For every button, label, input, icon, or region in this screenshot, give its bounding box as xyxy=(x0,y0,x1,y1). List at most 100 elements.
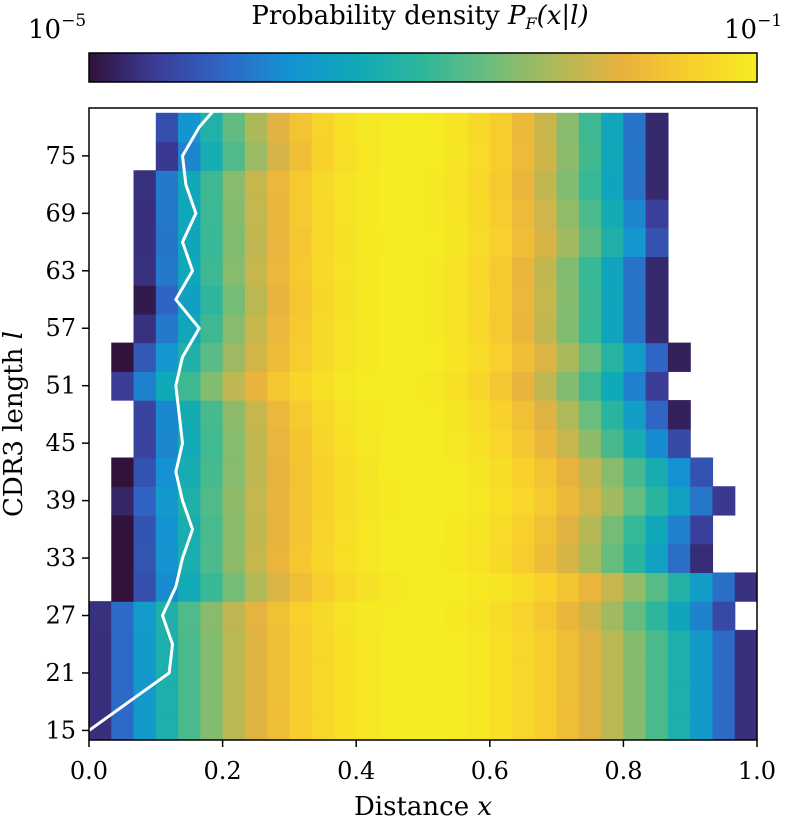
heatmap-cell xyxy=(556,285,580,315)
heatmap-cell xyxy=(311,112,335,143)
heatmap-cell xyxy=(690,457,714,487)
heatmap-cell xyxy=(400,313,424,344)
heatmap-cell xyxy=(556,400,580,430)
heatmap-cell xyxy=(311,400,335,430)
heatmap-cell xyxy=(200,716,224,740)
colorbar-min-base: 10 xyxy=(28,15,61,45)
heatmap-cell xyxy=(400,285,424,315)
heatmap-cell xyxy=(356,543,380,574)
y-axis-ticks: 15 21 27 33 39 45 51 57 63 69 75 xyxy=(45,142,89,744)
heatmap-cell xyxy=(178,428,201,459)
heatmap-cell xyxy=(712,486,736,516)
heatmap-cell xyxy=(333,687,357,717)
heatmap-cell xyxy=(556,514,580,545)
heatmap-cell xyxy=(467,256,491,286)
heatmap-cell xyxy=(155,313,179,344)
heatmap-cell xyxy=(645,112,669,143)
heatmap-cell xyxy=(222,457,246,487)
heatmap-cell xyxy=(289,543,313,574)
heatmap-cell xyxy=(623,112,647,143)
heatmap-cell xyxy=(133,543,157,574)
heatmap-cell xyxy=(400,687,424,717)
heatmap-cell xyxy=(645,486,669,516)
plot-frame xyxy=(88,107,758,741)
heatmap-cell xyxy=(712,716,736,740)
heatmap-cell xyxy=(601,371,624,401)
heatmap-cell xyxy=(667,601,691,631)
heatmap-cell xyxy=(512,486,535,516)
heatmap-cell xyxy=(667,658,691,688)
x-tick-label: 0.4 xyxy=(337,757,375,785)
heatmap-cell xyxy=(133,658,157,688)
heatmap-cell xyxy=(556,227,580,258)
heatmap-cell xyxy=(489,342,513,372)
heatmap-cell xyxy=(445,342,469,372)
heatmap-cell xyxy=(333,342,357,372)
heatmap-cell xyxy=(200,572,224,602)
heatmap-cell xyxy=(200,400,224,430)
heatmap-cell xyxy=(289,428,313,459)
heatmap-cell xyxy=(133,572,157,602)
heatmap-cell xyxy=(445,285,469,315)
heatmap-cell xyxy=(244,601,268,631)
heatmap-cell xyxy=(244,687,268,717)
heatmap-cell xyxy=(690,687,714,717)
heatmap-cell xyxy=(133,514,157,545)
heatmap-cell xyxy=(155,486,179,516)
heatmap-cell xyxy=(133,198,157,229)
heatmap-cell xyxy=(512,342,535,372)
heatmap-cell xyxy=(111,543,135,574)
heatmap-cell xyxy=(445,112,469,143)
heatmap-cell xyxy=(512,313,535,344)
y-tick-label: 33 xyxy=(45,544,76,572)
heatmap-cell xyxy=(356,601,380,631)
heatmap-cell xyxy=(178,457,201,487)
heatmap-cell xyxy=(512,227,535,258)
colorbar-max-exp: −1 xyxy=(757,11,782,31)
heatmap-cell xyxy=(534,629,558,660)
heatmap-cell xyxy=(178,256,201,286)
heatmap-cell xyxy=(623,486,647,516)
heatmap-cell xyxy=(267,428,290,459)
heatmap-cell xyxy=(333,486,357,516)
heatmap-cell xyxy=(356,514,380,545)
heatmap-cell xyxy=(645,170,669,200)
heatmap-cell xyxy=(289,486,313,516)
heatmap-cell xyxy=(556,170,580,200)
heatmap-cell xyxy=(311,457,335,487)
x-tick-label: 0.8 xyxy=(604,757,642,785)
heatmap-cell xyxy=(601,601,624,631)
heatmap-cell xyxy=(222,514,246,545)
heatmap-cell xyxy=(467,658,491,688)
heatmap-cell xyxy=(467,629,491,660)
heatmap-cell xyxy=(356,313,380,344)
heatmap-cell xyxy=(534,658,558,688)
heatmap-cell xyxy=(356,716,380,740)
heatmap-cell xyxy=(601,342,624,372)
heatmap-cell xyxy=(578,342,602,372)
heatmap-cell xyxy=(645,198,669,229)
heatmap-cell xyxy=(111,486,135,516)
heatmap-cell xyxy=(556,256,580,286)
heatmap-cell xyxy=(423,170,446,200)
heatmap-cell xyxy=(423,428,446,459)
y-tick-label: 57 xyxy=(45,314,76,342)
heatmap-cell xyxy=(578,629,602,660)
heatmap-cell xyxy=(601,514,624,545)
heatmap-cell xyxy=(244,227,268,258)
heatmap-cell xyxy=(311,227,335,258)
heatmap-cell xyxy=(378,227,402,258)
heatmap-cell xyxy=(333,112,357,143)
heatmap-cell xyxy=(111,371,135,401)
heatmap-cell xyxy=(89,601,112,631)
heatmap-cell xyxy=(489,543,513,574)
heatmap-cell xyxy=(89,687,112,717)
heatmap-cell xyxy=(356,457,380,487)
heatmap-cell xyxy=(289,601,313,631)
heatmap-cell xyxy=(445,658,469,688)
heatmap-cell xyxy=(378,658,402,688)
heatmap-cell xyxy=(289,400,313,430)
heatmap-cell xyxy=(378,514,402,545)
heatmap-cell xyxy=(489,572,513,602)
heatmap-cell xyxy=(400,716,424,740)
